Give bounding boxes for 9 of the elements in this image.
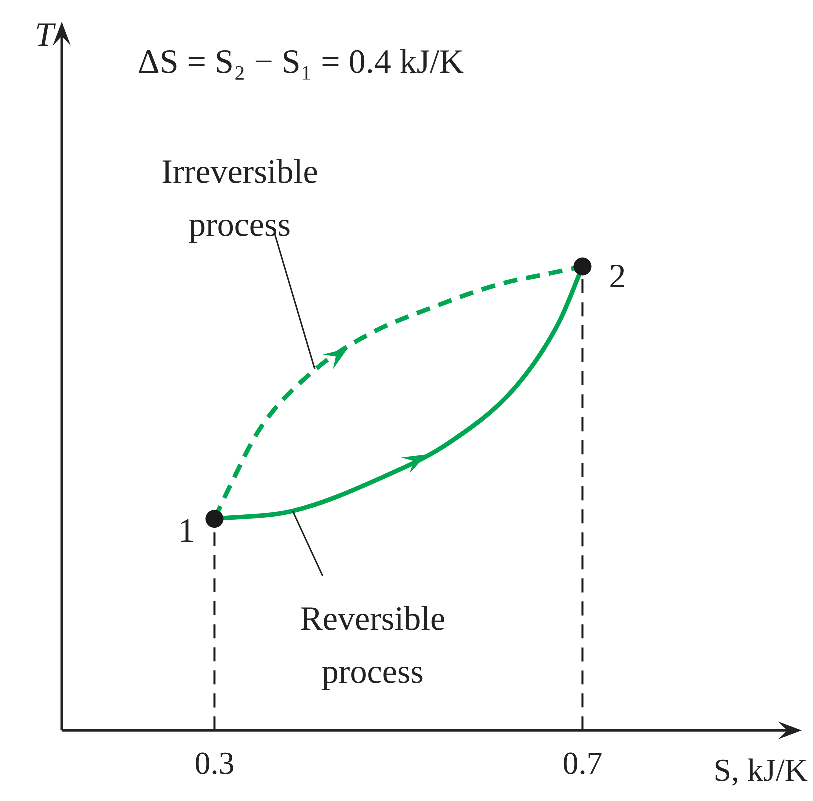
x-tick-label: 0.7 <box>562 745 603 782</box>
text: ΔS = S₂ − S₁ = 0.4 kJ/K <box>138 44 464 81</box>
text: T <box>35 16 56 54</box>
annotation: 2 <box>609 258 626 296</box>
annotation: Irreversible process <box>162 154 318 244</box>
annotation: 1 <box>178 513 196 550</box>
x-axis-title: S, kJ/K <box>714 752 808 788</box>
x-tick-label: 0.3 <box>194 745 235 782</box>
annotation: Reversible process <box>300 601 446 692</box>
